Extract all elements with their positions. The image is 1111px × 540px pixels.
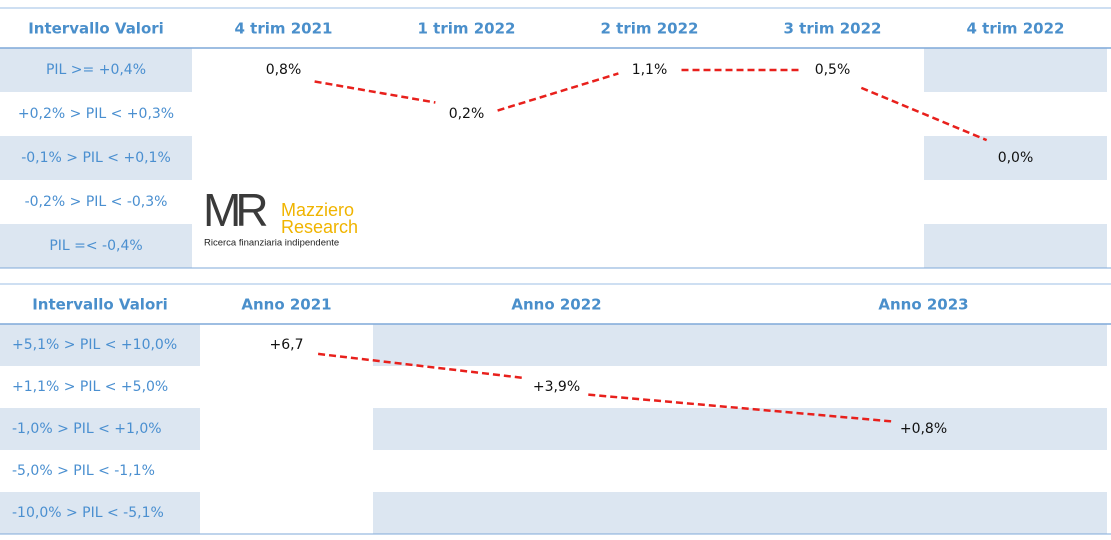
logo: MR Mazziero Research Ricerca finanziaria… <box>203 184 358 248</box>
cell-shade <box>740 408 1107 450</box>
range-label: +1,1% > PIL < +5,0% <box>12 379 168 395</box>
column-header: 4 trim 2022 <box>967 20 1065 38</box>
column-header: Intervallo Valori <box>28 20 164 38</box>
range-label: -0,2% > PIL < -0,3% <box>25 194 168 210</box>
value-label: +3,9% <box>533 379 580 395</box>
range-label: -0,1% > PIL < +0,1% <box>21 150 171 166</box>
cell-shade <box>373 492 740 534</box>
value-label: 0,2% <box>449 106 485 122</box>
value-label: 1,1% <box>632 62 668 78</box>
column-header: 2 trim 2022 <box>601 20 699 38</box>
cell-shade <box>0 136 192 180</box>
value-label: 0,5% <box>815 62 851 78</box>
range-label: PIL >= +0,4% <box>46 62 146 78</box>
range-label: -5,0% > PIL < -1,1% <box>12 463 155 479</box>
cell-shade <box>373 408 740 450</box>
column-header: 1 trim 2022 <box>418 20 516 38</box>
range-label: PIL =< -0,4% <box>49 238 142 254</box>
range-label: -1,0% > PIL < +1,0% <box>12 421 162 437</box>
cell-shade <box>924 224 1107 268</box>
logo-name: Mazziero <box>281 200 354 220</box>
column-header: Anno 2022 <box>511 296 601 314</box>
column-header: Anno 2023 <box>878 296 968 314</box>
connector <box>497 72 619 112</box>
range-label: -10,0% > PIL < -5,1% <box>12 505 164 521</box>
value-label: 0,0% <box>998 150 1034 166</box>
cell-shade <box>0 408 200 450</box>
cell-shade <box>0 224 192 268</box>
range-label: +0,2% > PIL < +0,3% <box>18 106 174 122</box>
connector <box>314 80 436 104</box>
column-header: Intervallo Valori <box>32 296 168 314</box>
connector <box>317 352 526 380</box>
cell-shade <box>373 324 740 366</box>
value-label: +6,7 <box>270 337 304 353</box>
cell-shade <box>0 48 192 92</box>
column-header: Anno 2021 <box>241 296 331 314</box>
cell-shade <box>0 324 200 366</box>
connector <box>860 86 988 142</box>
column-header: 4 trim 2021 <box>235 20 333 38</box>
logo-mark: MR <box>203 184 267 236</box>
range-label: +5,1% > PIL < +10,0% <box>12 337 177 353</box>
logo-name: Research <box>281 217 358 237</box>
table: Intervallo Valori Anno 2021 Anno 2022 Anno … <box>0 283 1111 535</box>
value-label: +0,8% <box>900 421 947 437</box>
cell-shade <box>924 48 1107 92</box>
cell-shade <box>740 324 1107 366</box>
cell-shade <box>924 136 1107 180</box>
cell-shade <box>0 492 200 534</box>
connector <box>588 393 892 423</box>
tables: Intervallo Valori 4 trim 2021 1 trim 2022 2… <box>0 7 1111 535</box>
value-label: 0,8% <box>266 62 302 78</box>
table: Intervallo Valori 4 trim 2021 1 trim 2022 2… <box>0 7 1111 269</box>
column-header: 3 trim 2022 <box>784 20 882 38</box>
cell-shade <box>740 492 1107 534</box>
logo-tagline: Ricerca finanziaria indipendente <box>204 238 339 249</box>
